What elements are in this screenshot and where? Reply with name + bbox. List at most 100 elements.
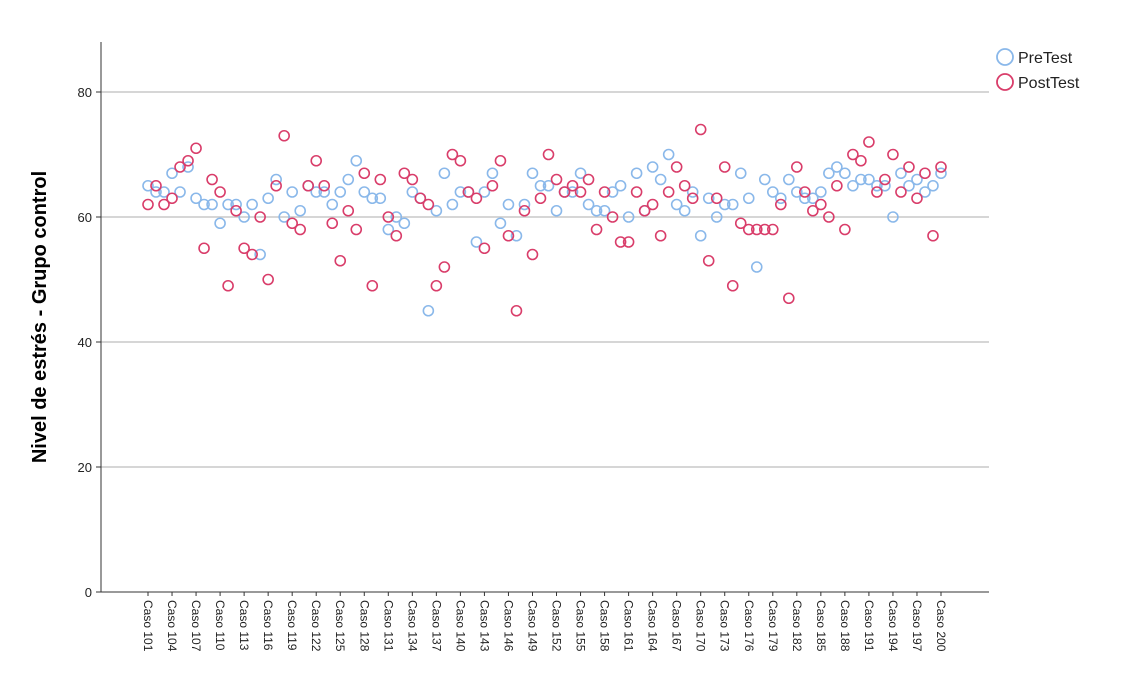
posttest-point — [142, 198, 154, 211]
x-tick-label: Caso 149 — [525, 600, 539, 652]
x-tick-label: Caso 173 — [718, 600, 732, 652]
pretest-point — [198, 198, 210, 211]
posttest-point — [791, 161, 803, 173]
x-tick-label: Caso 128 — [357, 600, 371, 652]
posttest-point — [879, 173, 891, 186]
y-tick-label-40: 40 — [78, 335, 92, 350]
pretest-point — [446, 198, 459, 211]
x-tick-label: Caso 155 — [574, 600, 588, 652]
pretest-point — [214, 217, 226, 230]
pretest-point — [622, 211, 635, 223]
x-tick-label: Caso 182 — [790, 600, 804, 652]
legend-label-pretest: PreTest — [1018, 50, 1073, 67]
pretest-point — [550, 204, 563, 217]
pretest-point — [887, 211, 899, 223]
pretest-point — [927, 179, 939, 192]
pretest-point — [270, 173, 282, 186]
data-points — [142, 123, 947, 317]
pretest-point — [662, 148, 675, 161]
pretest-point — [815, 186, 827, 198]
posttest-point — [678, 179, 691, 192]
x-tick-label: Caso 104 — [165, 600, 179, 652]
posttest-point — [198, 242, 210, 255]
pretest-point — [238, 211, 250, 223]
pretest-point — [470, 236, 483, 248]
posttest-point — [430, 279, 443, 292]
posttest-point — [582, 173, 595, 186]
posttest-point — [710, 192, 723, 205]
pretest-point — [879, 179, 891, 192]
x-tick-label: Caso 161 — [622, 600, 636, 652]
x-tick-label: Caso 200 — [934, 600, 948, 652]
posttest-point — [390, 229, 403, 242]
x-tick-label: Caso 101 — [141, 600, 155, 652]
posttest-point — [911, 192, 923, 205]
posttest-point — [815, 198, 827, 211]
pretest-point — [919, 186, 931, 198]
posttest-point — [486, 179, 499, 192]
pretest-point — [142, 179, 154, 192]
posttest-point — [166, 192, 178, 205]
posttest-point — [190, 142, 202, 155]
pretest-point — [182, 161, 194, 173]
pretest-point — [630, 167, 643, 180]
pretest-point — [783, 173, 795, 186]
posttest-point — [919, 167, 931, 180]
posttest-point — [686, 192, 699, 205]
pretest-point — [286, 186, 298, 198]
posttest-point — [590, 223, 603, 236]
posttest-point — [558, 186, 571, 198]
posttest-point — [454, 154, 467, 167]
x-tick-labels: Caso 101 Caso 104 Caso 107 Caso 110 Caso 113… — [141, 592, 948, 652]
posttest-point — [286, 217, 298, 230]
posttest-point — [398, 167, 411, 180]
posttest-point — [614, 236, 627, 248]
pretest-point — [318, 186, 331, 198]
pretest-point — [166, 167, 178, 180]
pretest-point — [799, 192, 811, 205]
posttest-point — [887, 148, 899, 161]
posttest-point — [238, 242, 250, 255]
pretest-point — [614, 179, 627, 192]
pretest-point — [206, 198, 218, 211]
posttest-point — [831, 179, 843, 192]
posttest-point — [366, 279, 379, 292]
pretest-point — [294, 204, 306, 217]
x-tick-label: Caso 179 — [766, 600, 780, 652]
x-tick-label: Caso 146 — [501, 600, 515, 652]
x-tick-label: Caso 170 — [694, 600, 708, 652]
pretest-point — [230, 198, 242, 211]
posttest-point — [470, 192, 483, 205]
pretest-point — [478, 186, 491, 198]
pretest-point — [847, 179, 859, 192]
pretest-point — [278, 211, 290, 223]
posttest-point — [422, 198, 435, 211]
posttest-point — [855, 154, 867, 167]
legend-marker-posttest — [996, 73, 1014, 91]
posttest-point — [302, 179, 315, 192]
posttest-point — [334, 254, 347, 267]
posttest-point — [550, 173, 563, 186]
pretest-point — [494, 217, 507, 230]
x-tick-label: Caso 176 — [742, 600, 756, 652]
posttest-point — [534, 192, 547, 205]
posttest-point — [638, 204, 651, 217]
posttest-point — [871, 186, 883, 198]
posttest-point — [246, 248, 258, 261]
pretest-point — [334, 186, 347, 198]
legend-marker-pretest — [996, 48, 1014, 66]
x-tick-label: Caso 194 — [886, 600, 900, 652]
posttest-point — [174, 161, 186, 173]
x-tick-label: Caso 152 — [550, 600, 564, 652]
x-tick-label: Caso 125 — [333, 600, 347, 652]
pretest-point — [366, 192, 379, 205]
pretest-point — [358, 186, 371, 198]
y-tick-label-0: 0 — [85, 585, 92, 600]
pretest-point — [374, 192, 387, 205]
pretest-point — [686, 186, 699, 198]
posttest-point — [374, 173, 387, 186]
pretest-point — [518, 198, 531, 211]
pretest-point — [486, 167, 499, 180]
pretest-point — [590, 204, 603, 217]
pretest-point — [190, 192, 202, 205]
